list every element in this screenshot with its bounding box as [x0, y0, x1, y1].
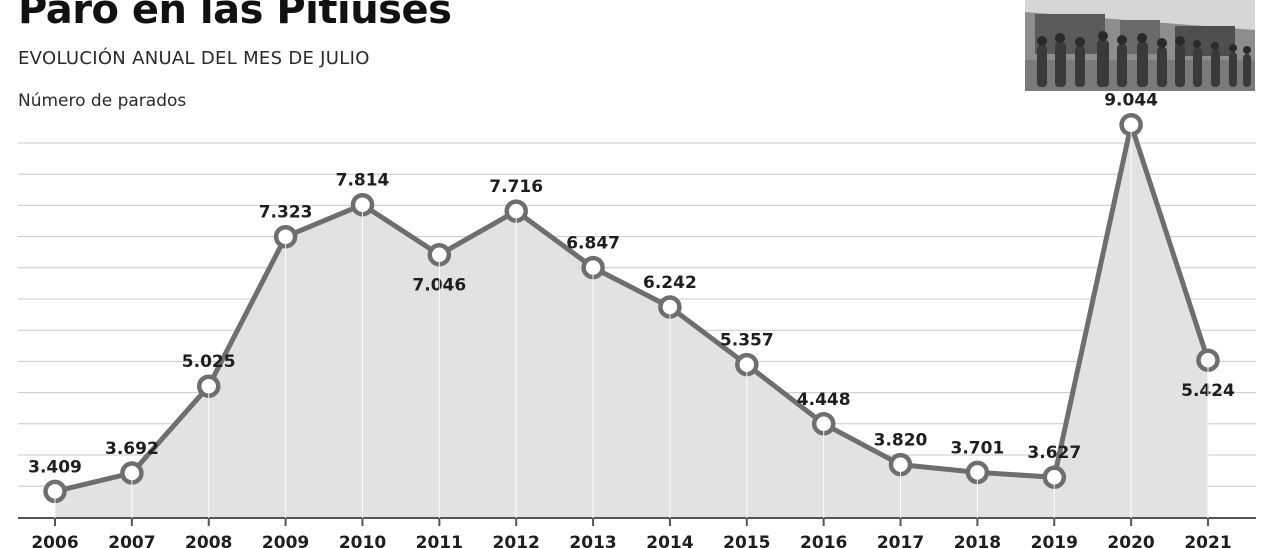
data-label-2017: 3.820: [874, 431, 928, 451]
data-label-2012: 7.716: [489, 177, 543, 197]
x-tick-label-2020: 2020: [1107, 533, 1154, 548]
data-label-2013: 6.847: [566, 234, 620, 254]
data-label-2008: 5.025: [182, 352, 236, 372]
x-tick-label-2014: 2014: [646, 533, 693, 548]
x-tick-label-2013: 2013: [569, 533, 616, 548]
area-fill: [55, 124, 1208, 518]
x-tick-label-2016: 2016: [800, 533, 847, 548]
x-tick-label-2010: 2010: [339, 533, 386, 548]
x-tick-label-2017: 2017: [877, 533, 924, 548]
data-label-2006: 3.409: [28, 457, 82, 477]
data-label-2020: 9.044: [1104, 91, 1158, 111]
x-tick-label-2018: 2018: [954, 533, 1001, 548]
series-line: [54, 122, 1211, 494]
data-label-2010: 7.814: [336, 171, 390, 191]
x-tick-label-2021: 2021: [1184, 533, 1231, 548]
data-labels: 3.4093.6925.0257.3237.8147.0467.7166.847…: [28, 91, 1235, 478]
data-label-2009: 7.323: [259, 203, 313, 223]
x-tick-label-2008: 2008: [185, 533, 232, 548]
x-tick-label-2007: 2007: [108, 533, 155, 548]
data-label-2019: 3.627: [1027, 443, 1081, 463]
x-tick-label-2011: 2011: [416, 533, 463, 548]
data-label-2016: 4.448: [797, 390, 851, 410]
data-label-2007: 3.692: [105, 439, 159, 459]
data-label-2015: 5.357: [720, 331, 774, 351]
queue-of-people-photo: [1025, 0, 1255, 91]
chart-subtitle: EVOLUCIÓN ANUAL DEL MES DE JULIO: [18, 48, 370, 69]
data-label-2014: 6.242: [643, 273, 697, 293]
x-tick-label-2019: 2019: [1031, 533, 1078, 548]
x-tick-label-2009: 2009: [262, 533, 309, 548]
x-axis-ticks: 2006 2007 2008 2009 2010 2011 2012 2013 2014 2015…: [31, 124, 1232, 548]
chart-title: Paro en las Pitiüses: [18, 0, 452, 33]
y-axis-label: Número de parados: [18, 91, 187, 111]
x-tick-label-2006: 2006: [31, 533, 78, 548]
data-label-2018: 3.701: [951, 438, 1005, 458]
x-tick-label-2015: 2015: [723, 533, 770, 548]
x-tick-label-2012: 2012: [493, 533, 540, 548]
